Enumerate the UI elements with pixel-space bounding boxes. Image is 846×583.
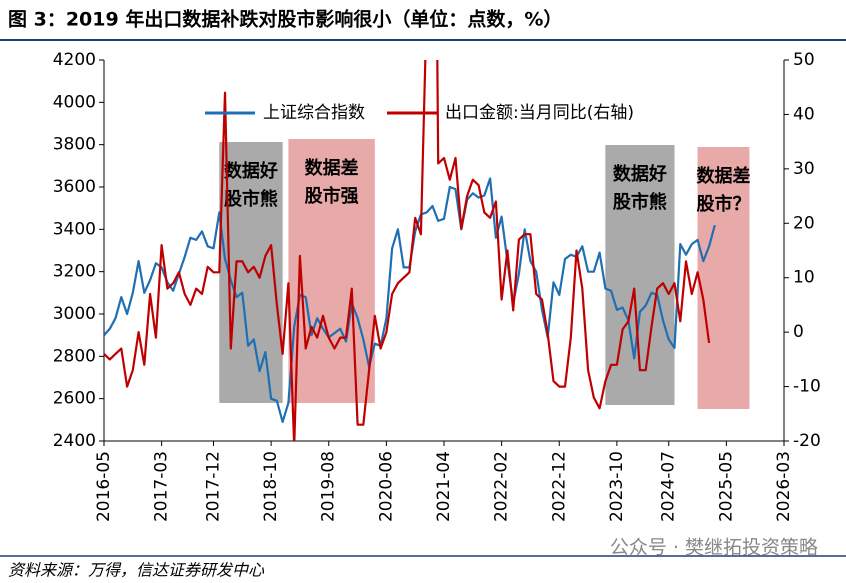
x-tick-label: 2024-07	[659, 451, 679, 522]
annotation: 数据好	[613, 163, 667, 185]
x-tick-label: 2022-02	[492, 451, 512, 522]
y2-tick-label: 20	[793, 213, 815, 233]
x-tick-label: 2021-04	[434, 451, 454, 522]
y-tick-label: 2400	[53, 431, 96, 451]
y2-tick-label: 0	[793, 322, 804, 342]
x-tick-label: 2018-10	[261, 451, 281, 522]
y-tick-label: 2800	[53, 346, 96, 366]
annotation: 股市强	[304, 185, 359, 207]
x-tick-label: 2017-03	[152, 451, 172, 522]
annotation: 股市熊	[223, 188, 278, 210]
legend-label: 出口金额:当月同比(右轴)	[445, 103, 634, 123]
y-tick-label: 3400	[53, 219, 96, 239]
chart-title: 图 3：2019 年出口数据补跌对股市影响很小（单位：点数，%）	[8, 8, 562, 31]
x-tick-label: 2016-05	[94, 451, 114, 522]
y2-tick-label: -20	[793, 431, 821, 451]
x-tick-label: 2017-12	[203, 451, 223, 522]
y-tick-label: 3800	[53, 135, 96, 155]
series-line	[104, 60, 711, 441]
annotation: 股市？	[695, 193, 750, 215]
annotation: 数据差	[305, 157, 359, 179]
y-tick-label: 2600	[53, 389, 96, 409]
x-tick-label: 2026-03	[774, 451, 794, 522]
x-tick-label: 2023-10	[607, 451, 627, 522]
shaded-region	[288, 139, 375, 403]
y2-tick-label: 10	[793, 268, 815, 288]
y2-tick-label: 30	[793, 159, 815, 179]
legend-label: 上证综合指数	[263, 103, 365, 123]
annotation: 股市熊	[612, 191, 667, 213]
shaded-region	[697, 147, 750, 409]
y-tick-label: 3000	[53, 304, 96, 324]
annotation: 数据好	[224, 160, 278, 182]
annotation: 数据差	[696, 165, 750, 187]
y2-tick-label: 40	[793, 104, 815, 124]
x-tick-label: 2019-08	[319, 451, 339, 522]
x-tick-label: 2020-06	[376, 451, 396, 522]
y-tick-label: 3200	[53, 262, 96, 282]
source: 资料来源：万得，信达证券研发中心	[8, 561, 265, 580]
watermark: 公众号 · 樊继拓投资策略	[610, 537, 818, 559]
x-tick-label: 2022-12	[549, 451, 569, 522]
y2-tick-label: 50	[793, 50, 815, 70]
y-tick-label: 4000	[53, 92, 96, 112]
y-tick-label: 4200	[53, 50, 96, 70]
y-tick-label: 3600	[53, 177, 96, 197]
y2-tick-label: -10	[793, 377, 821, 397]
x-tick-label: 2025-05	[716, 451, 736, 522]
